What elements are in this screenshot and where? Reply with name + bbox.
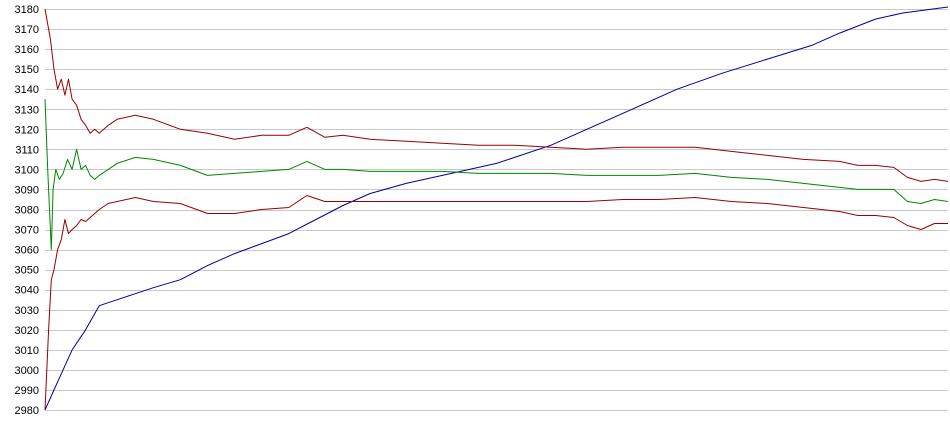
y-tick-label: 3020 — [15, 325, 39, 337]
gridlines — [45, 9, 948, 411]
y-tick-label: 2990 — [15, 385, 39, 397]
series-line-3 — [44, 99, 949, 251]
series-line-4 — [44, 195, 948, 411]
y-tick-label: 3060 — [15, 245, 39, 257]
y-tick-label: 3080 — [15, 205, 39, 217]
y-tick-label: 3130 — [15, 104, 39, 116]
y-tick-label: 3180 — [15, 4, 39, 16]
y-tick-label: 3150 — [15, 64, 39, 76]
y-tick-label: 2980 — [15, 405, 39, 417]
y-tick-label: 3120 — [15, 124, 39, 136]
y-tick-label: 3170 — [15, 24, 39, 36]
y-tick-label: 3140 — [15, 84, 39, 96]
y-tick-label: 3010 — [15, 345, 39, 357]
y-tick-label: 3090 — [15, 184, 39, 196]
y-tick-label: 3070 — [15, 225, 39, 237]
series-line-1 — [44, 6, 949, 411]
y-tick-label: 3100 — [15, 164, 39, 176]
y-tick-label: 3110 — [15, 144, 39, 156]
y-tick-label: 3160 — [15, 44, 39, 56]
series-line-2 — [44, 8, 949, 182]
y-tick-label: 3040 — [15, 285, 39, 297]
y-tick-label: 3030 — [15, 305, 39, 317]
y-tick-label: 3050 — [15, 265, 39, 277]
y-axis-tick-labels: 2980 2990 3000 3010 3020 3030 3040 3050 3060 3070… — [15, 4, 39, 417]
series-lines — [44, 6, 949, 411]
y-tick-label: 3000 — [15, 365, 39, 377]
